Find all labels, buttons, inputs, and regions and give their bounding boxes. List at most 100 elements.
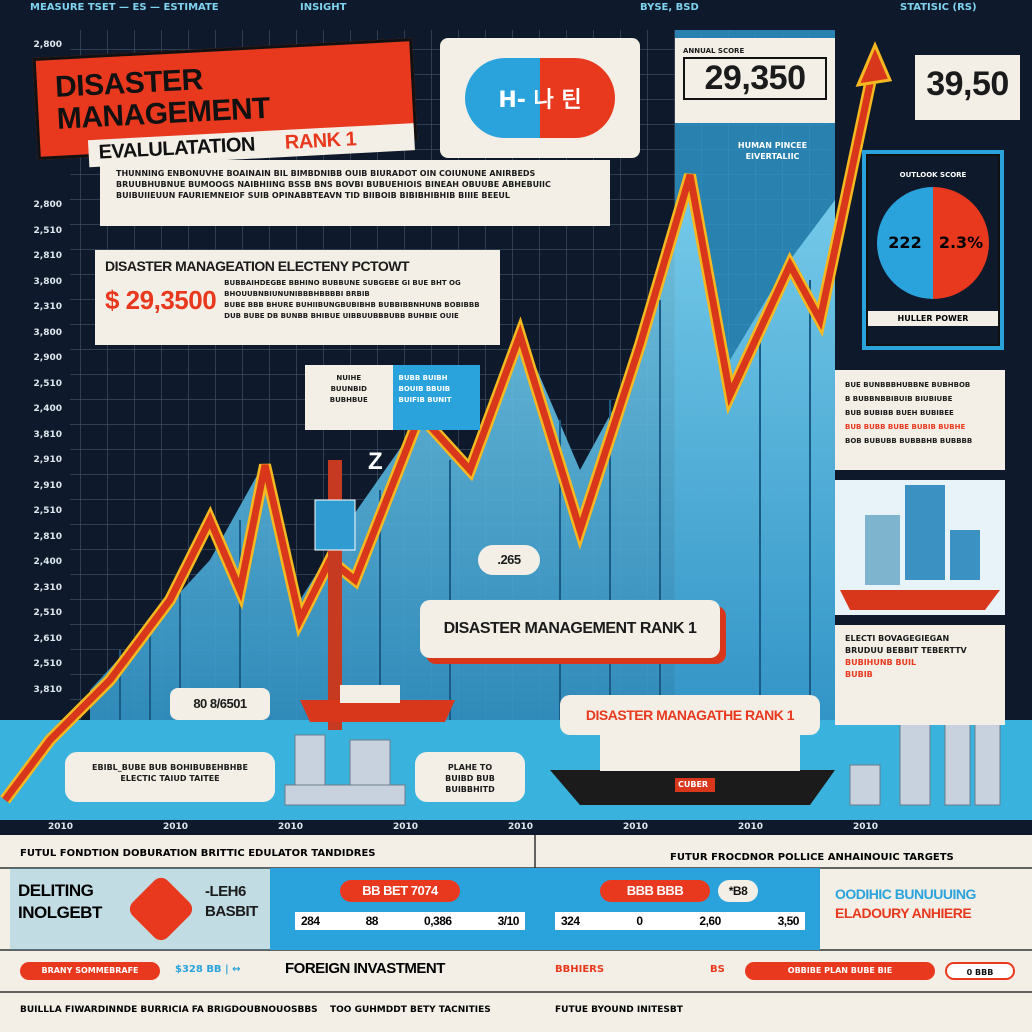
y-tick-label: 2,510 <box>33 659 62 669</box>
paragraph-line: THUNNING ENBONUVHE BOAINAIN BIL BIMBDNIB… <box>116 169 536 178</box>
y-tick-label: 2,810 <box>33 251 62 261</box>
row1-num: 0 <box>636 914 643 928</box>
row1-tag: *B8 <box>718 880 758 902</box>
x-tick-label: 2010 <box>623 822 649 832</box>
row2-title: FOREIGN INVASTMENT <box>285 960 445 977</box>
bubble-note-line: ELECTIC TAIUD TAITEE <box>120 774 220 783</box>
bubble-note: PLAHE TO BUIBD BUB BUIBBHITD <box>415 752 525 802</box>
y-tick-label: 2,510 <box>33 608 62 618</box>
bubble-note-line: PLAHE TO <box>447 763 493 772</box>
badge: H- 나 틴 <box>465 58 615 138</box>
bubble-z: Z <box>368 448 383 475</box>
right-note-accent: BUBIB <box>845 670 873 679</box>
right-text-line: BUE BUNBBBHUBBNE BUBHBOB <box>845 381 971 389</box>
right-text-line: BOB BUBUBB BUBBBHB BUBBBB <box>845 437 973 445</box>
y-tick-label: 2,610 <box>33 633 62 644</box>
row1-num: 324 <box>561 914 580 928</box>
ship-label: CUBER <box>678 780 709 789</box>
y-tick-label: 2,400 <box>33 557 62 567</box>
pie-card: OUTLOOK SCORE 222 2.3% HULLER POWER <box>862 150 1004 350</box>
row2-pill: 0 BBB <box>945 962 1015 980</box>
row3-text: FUTUE BYOUND INITESBT <box>555 1005 683 1015</box>
top-label: STATISIC (RS) <box>900 2 977 13</box>
right-text-line: B BUBBNBBIBUIB BIUBIUBE <box>845 395 953 403</box>
row1-c-line: OODIHIC BUNUUUING <box>835 886 976 902</box>
stat-card: ANNUAL SCORE 29,350 <box>675 38 835 123</box>
stat-value: 29,350 <box>683 57 827 100</box>
row1-a-line: INOLGEBT <box>18 903 102 922</box>
y-tick-label: 2,910 <box>33 480 62 491</box>
small-box: NUIHE BUUNBID BUBHBUE BUBB BUIBH BOUIB B… <box>305 365 480 430</box>
pie-label: OUTLOOK SCORE <box>899 171 967 179</box>
bubble-note: EBIBL_BUBE BUB BOHIBUBEHBHBE ELECTIC TAI… <box>65 752 275 802</box>
small-box-line: BUUNBID <box>330 385 367 393</box>
x-tick-label: 2010 <box>853 822 879 832</box>
bottom-header: FUTUL FONDTION DOBURATION BRITTIC EDULAT… <box>20 848 376 859</box>
callout-value: $ 29,3500 <box>105 284 217 315</box>
y-tick-label: 3,800 <box>33 276 62 287</box>
y-tick-label: 3,810 <box>33 684 62 695</box>
y-tick-label: 2,310 <box>33 582 62 593</box>
callout-line: DUB BUBE DB BUNBB BHIBUE UIBBUUBBBUBB BU… <box>224 312 459 320</box>
callout: DISASTER MANAGEATION ELECTENY PCTOWT $ 2… <box>95 250 500 345</box>
y-tick-label: 2,900 <box>33 353 62 363</box>
right-text-line: BUB BUBB BUBE BUBIB BUBHE <box>845 423 966 431</box>
right-text: BUE BUNBBBHUBBNE BUBHBOB B BUBBNBBIBUIB … <box>835 370 1005 470</box>
row2-text: BS <box>710 964 725 975</box>
small-box-line: BOUIB BBUIB <box>398 385 451 393</box>
y-tick-label: 2,310 <box>33 302 62 312</box>
pie-right: 2.3% <box>938 233 984 252</box>
x-tick-label: 2010 <box>738 822 764 832</box>
x-tick-label: 2010 <box>393 822 419 832</box>
paragraph-line: BRUUBHUBNUE BUMOOGS NAIBHIING BSSB BNS B… <box>116 180 551 189</box>
stat-note: HUMAN PINCEE EIVERTALIIC <box>715 140 830 162</box>
callout-line: BUBE BBB BHURE BUHIIBUNGBUBIBHB BUBBIBBN… <box>224 301 480 309</box>
badge-box: H- 나 틴 <box>440 38 640 158</box>
right-text-line: BUB BUBIBB BUEH BUBIBEE <box>845 409 954 417</box>
bubble-rank: DISASTER MANAGEMENT RANK 1 <box>420 600 720 658</box>
y-tick-label: 2,400 <box>33 404 62 414</box>
row1-b-line: BASBIT <box>205 903 258 920</box>
paragraph-line: BUIBUIIEUUN FAURIEMNEIOF SUIB OPINABBTEA… <box>116 191 511 200</box>
stat-label: ANNUAL SCORE <box>683 47 745 55</box>
row1-num: 3,50 <box>777 914 800 928</box>
row1-c: OODIHIC BUNUUUING ELADOURY ANHIERE <box>835 885 976 923</box>
row1-pill: BB BET 7074 <box>340 880 460 902</box>
y-tick-label: 3,810 <box>33 429 62 440</box>
small-box-line: BUBHBUE <box>329 396 368 404</box>
small-box-line: BUBB BUIBH <box>398 374 448 382</box>
callout-line: BUBBAIHDEGBE BBHINO BUBBUNE SUBGEBE GI B… <box>224 279 461 298</box>
stat-card: 39,50 <box>915 55 1020 120</box>
right-note-line: ELECTI BOVAGEGIEGAN <box>845 634 950 643</box>
row1-num: 88 <box>365 914 379 928</box>
stat-note-line: HUMAN PINCEE <box>737 141 808 150</box>
row2-text: $328 BB | ↔ <box>175 964 241 975</box>
right-note: ELECTI BOVAGEGIEGAN BRUDUU BEBBIT TEBERT… <box>835 625 1005 725</box>
right-note-accent: BUBIHUNB BUIL <box>845 658 917 667</box>
row1-c-line: ELADOURY ANHIERE <box>835 905 972 921</box>
row3-text: BUILLLA FIWARDINNDE BURRICIA FA BRIGDOUB… <box>20 1005 318 1015</box>
pie: 222 2.3% <box>877 187 989 299</box>
row3-text: TOO GUHMDDT BETY TACNITIES <box>330 1005 491 1015</box>
row1-num: 2,60 <box>699 914 721 928</box>
title-box: DISASTER MANAGEMENT EVALULATATION RANK 1 <box>32 38 418 168</box>
small-box-line: BUIFIB BUNIT <box>398 396 452 404</box>
y-tick-label: 2,510 <box>33 506 62 516</box>
x-tick-label: 2010 <box>163 822 189 832</box>
row2-pill: OBBIBE PLAN BUBE BIE <box>745 962 935 980</box>
pie-left: 222 <box>888 233 922 252</box>
bubble-point: .265 <box>478 545 540 575</box>
row1-b-line: -LEH6 <box>205 883 246 900</box>
stat-value: 39,50 <box>926 65 1009 103</box>
small-box-line: NUIHE <box>336 374 362 382</box>
bottom-header: FUTUR FROCDNOR POLLICE ANHAINOUIC TARGET… <box>670 852 954 863</box>
pie-caption: HULLER POWER <box>868 311 998 326</box>
x-tick-label: 2010 <box>508 822 534 832</box>
row1-num: 3/10 <box>497 914 520 928</box>
row1-a-line: DELITING <box>18 881 94 900</box>
row1-nums: 284 88 0,386 3/10 <box>295 912 525 930</box>
stat-note-line: EIVERTALIIC <box>745 152 800 161</box>
row1-num: 0,386 <box>424 914 452 928</box>
row2-text: BBHIERS <box>555 964 605 975</box>
